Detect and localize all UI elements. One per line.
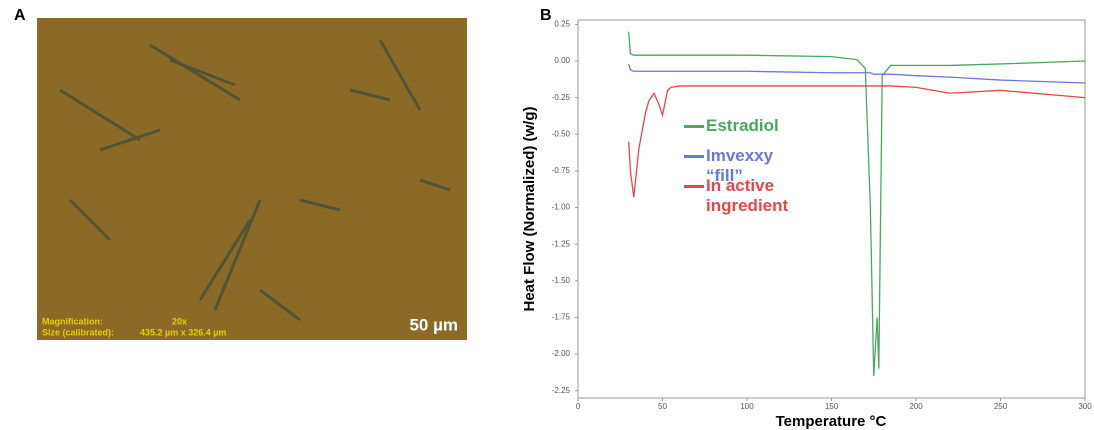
legend-label: Estradiol [706,116,779,135]
x-tick-label: 200 [909,402,923,411]
legend-label: Imvexxy “fill” [706,146,774,185]
y-tick-label: 0.00 [554,56,570,65]
panel-label: B [540,7,552,24]
micrograph: Magnification: 20x Size (calibrated): 43… [37,18,467,340]
y-tick-label: -1.75 [552,313,571,322]
y-tick-label: -0.75 [552,166,571,175]
series-line [628,63,1086,84]
legend-item: Imvexxy “fill” [684,146,814,186]
x-tick-label: 250 [994,402,1008,411]
x-tick-label: 150 [825,402,839,411]
size: 435.2 µm x 326.4 µm [140,327,226,337]
size-label: Size (calibrated): [42,327,114,337]
y-tick-label: 0.25 [554,20,570,29]
x-tick-label: 100 [740,402,754,411]
magnification-label: Magnification: [42,316,103,326]
legend-swatch [684,125,704,128]
x-tick-label: 0 [576,402,581,411]
legend-item: Estradiol [684,116,814,136]
legend-item: In active ingredient [684,176,814,216]
legend-swatch [684,155,704,158]
magnification: 20x [172,316,187,326]
scale-bar: 50 µm [409,315,458,334]
x-tick-label: 300 [1078,402,1092,411]
crystals [59,39,451,322]
y-tick-label: -1.25 [552,239,571,248]
panel-label: A [14,7,26,24]
x-tick-label: 50 [658,402,667,411]
y-tick-label: -0.50 [552,129,571,138]
y-tick-label: -2.00 [552,349,571,358]
y-tick-label: -0.25 [552,93,571,102]
legend-label: In active ingredient [706,176,789,215]
y-axis-label: Heat Flow (Normalized) (w/g) [521,106,538,311]
y-tick-label: -2.25 [552,386,571,395]
micrograph-image [37,18,467,340]
series-line [628,85,1086,198]
y-tick-label: -1.50 [552,276,571,285]
legend-swatch [684,185,704,188]
y-tick-label: -1.00 [552,203,571,212]
plot-frame [577,19,1086,399]
series-line [628,31,1086,377]
x-axis-label: Temperature °C [776,413,887,430]
